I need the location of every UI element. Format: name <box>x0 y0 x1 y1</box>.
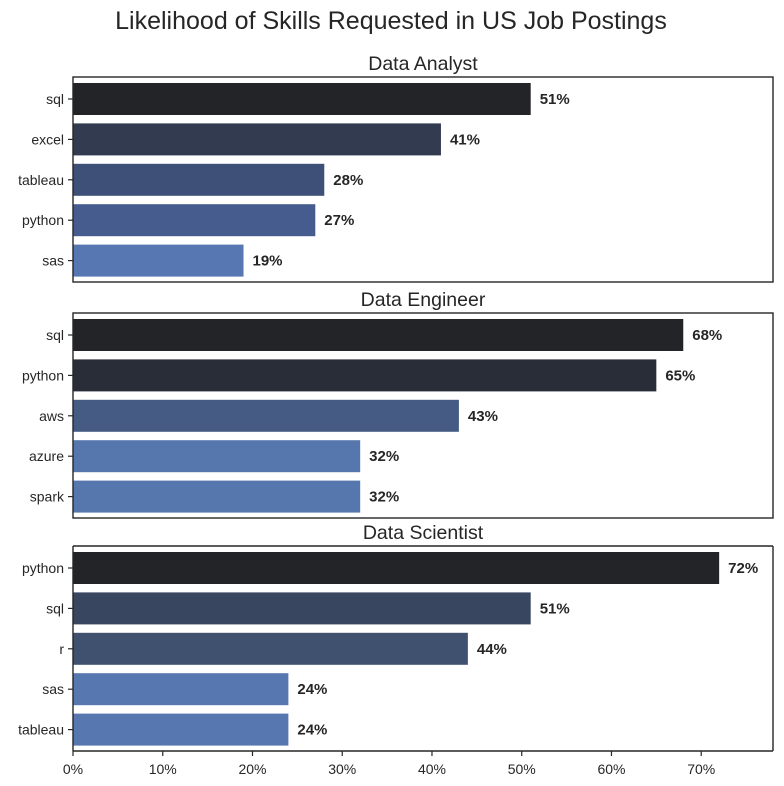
data-label: 72% <box>728 560 758 577</box>
x-tick-label: 40% <box>418 761 446 777</box>
bar-sql <box>73 83 531 115</box>
bar-sql <box>73 592 531 625</box>
panel-frame <box>72 312 774 519</box>
bar-python <box>73 552 720 584</box>
data-label: 24% <box>297 722 327 739</box>
y-tick-label: sql <box>46 600 64 616</box>
data-label: 19% <box>253 253 283 270</box>
bar-python <box>73 204 316 237</box>
chart-panels: Data Analyst sql 51% excel 41% tableau 28% pyth… <box>18 53 774 777</box>
x-tick-label: 20% <box>238 761 266 777</box>
data-label: 44% <box>477 641 507 658</box>
x-tick-label: 50% <box>508 761 536 777</box>
chart-panel-1: Data Analyst sql 51% excel 41% tableau 28% pyth… <box>18 53 774 283</box>
data-label: 68% <box>692 327 722 344</box>
bar-sql <box>73 319 684 351</box>
bar-tableau <box>73 713 289 746</box>
bar-aws <box>73 399 459 432</box>
y-tick-label: python <box>22 367 64 383</box>
x-tick-label: 10% <box>149 761 177 777</box>
y-tick-label: sql <box>46 91 64 107</box>
data-label: 24% <box>297 681 327 698</box>
bar-tableau <box>73 163 325 196</box>
y-tick-label: excel <box>31 131 64 147</box>
data-label: 43% <box>468 408 498 425</box>
panel-title: Data Analyst <box>368 53 478 75</box>
data-label: 51% <box>540 600 570 617</box>
data-label: 41% <box>450 131 480 148</box>
chart-panel-3: Data Scientist python 72% sql 51% r 44% sas 24% t… <box>18 522 774 777</box>
y-tick-label: python <box>22 212 64 228</box>
bar-spark <box>73 480 361 513</box>
panel-title: Data Scientist <box>363 522 484 544</box>
y-tick-label: tableau <box>18 172 64 188</box>
x-tick-label: 30% <box>328 761 356 777</box>
x-tick-label: 60% <box>597 761 625 777</box>
y-tick-label: sas <box>42 253 64 269</box>
bar-azure <box>73 440 361 473</box>
x-tick-label: 70% <box>687 761 715 777</box>
y-tick-label: python <box>22 560 64 576</box>
panel-frame <box>72 76 774 283</box>
bar-excel <box>73 123 441 156</box>
bar-sas <box>73 673 289 706</box>
y-tick-label: r <box>59 641 64 657</box>
bar-sas <box>73 244 244 277</box>
y-tick-label: tableau <box>18 722 64 738</box>
y-tick-label: sas <box>42 681 64 697</box>
chart-panel-2: Data Engineer sql 68% python 65% aws 43% azure 3… <box>22 289 774 519</box>
y-tick-label: sql <box>46 327 64 343</box>
data-label: 27% <box>324 212 354 229</box>
bar-r <box>73 632 468 665</box>
x-tick-label: 0% <box>63 761 83 777</box>
data-label: 28% <box>333 172 363 189</box>
figure-title: Likelihood of Skills Requested in US Job… <box>115 7 667 35</box>
data-label: 65% <box>665 367 695 384</box>
data-label: 51% <box>540 91 570 108</box>
y-tick-label: aws <box>39 408 64 424</box>
data-label: 32% <box>369 489 399 506</box>
y-tick-label: spark <box>30 489 65 505</box>
y-tick-label: azure <box>29 448 64 464</box>
panel-title: Data Engineer <box>361 289 486 311</box>
data-label: 32% <box>369 448 399 465</box>
bar-python <box>73 359 657 392</box>
